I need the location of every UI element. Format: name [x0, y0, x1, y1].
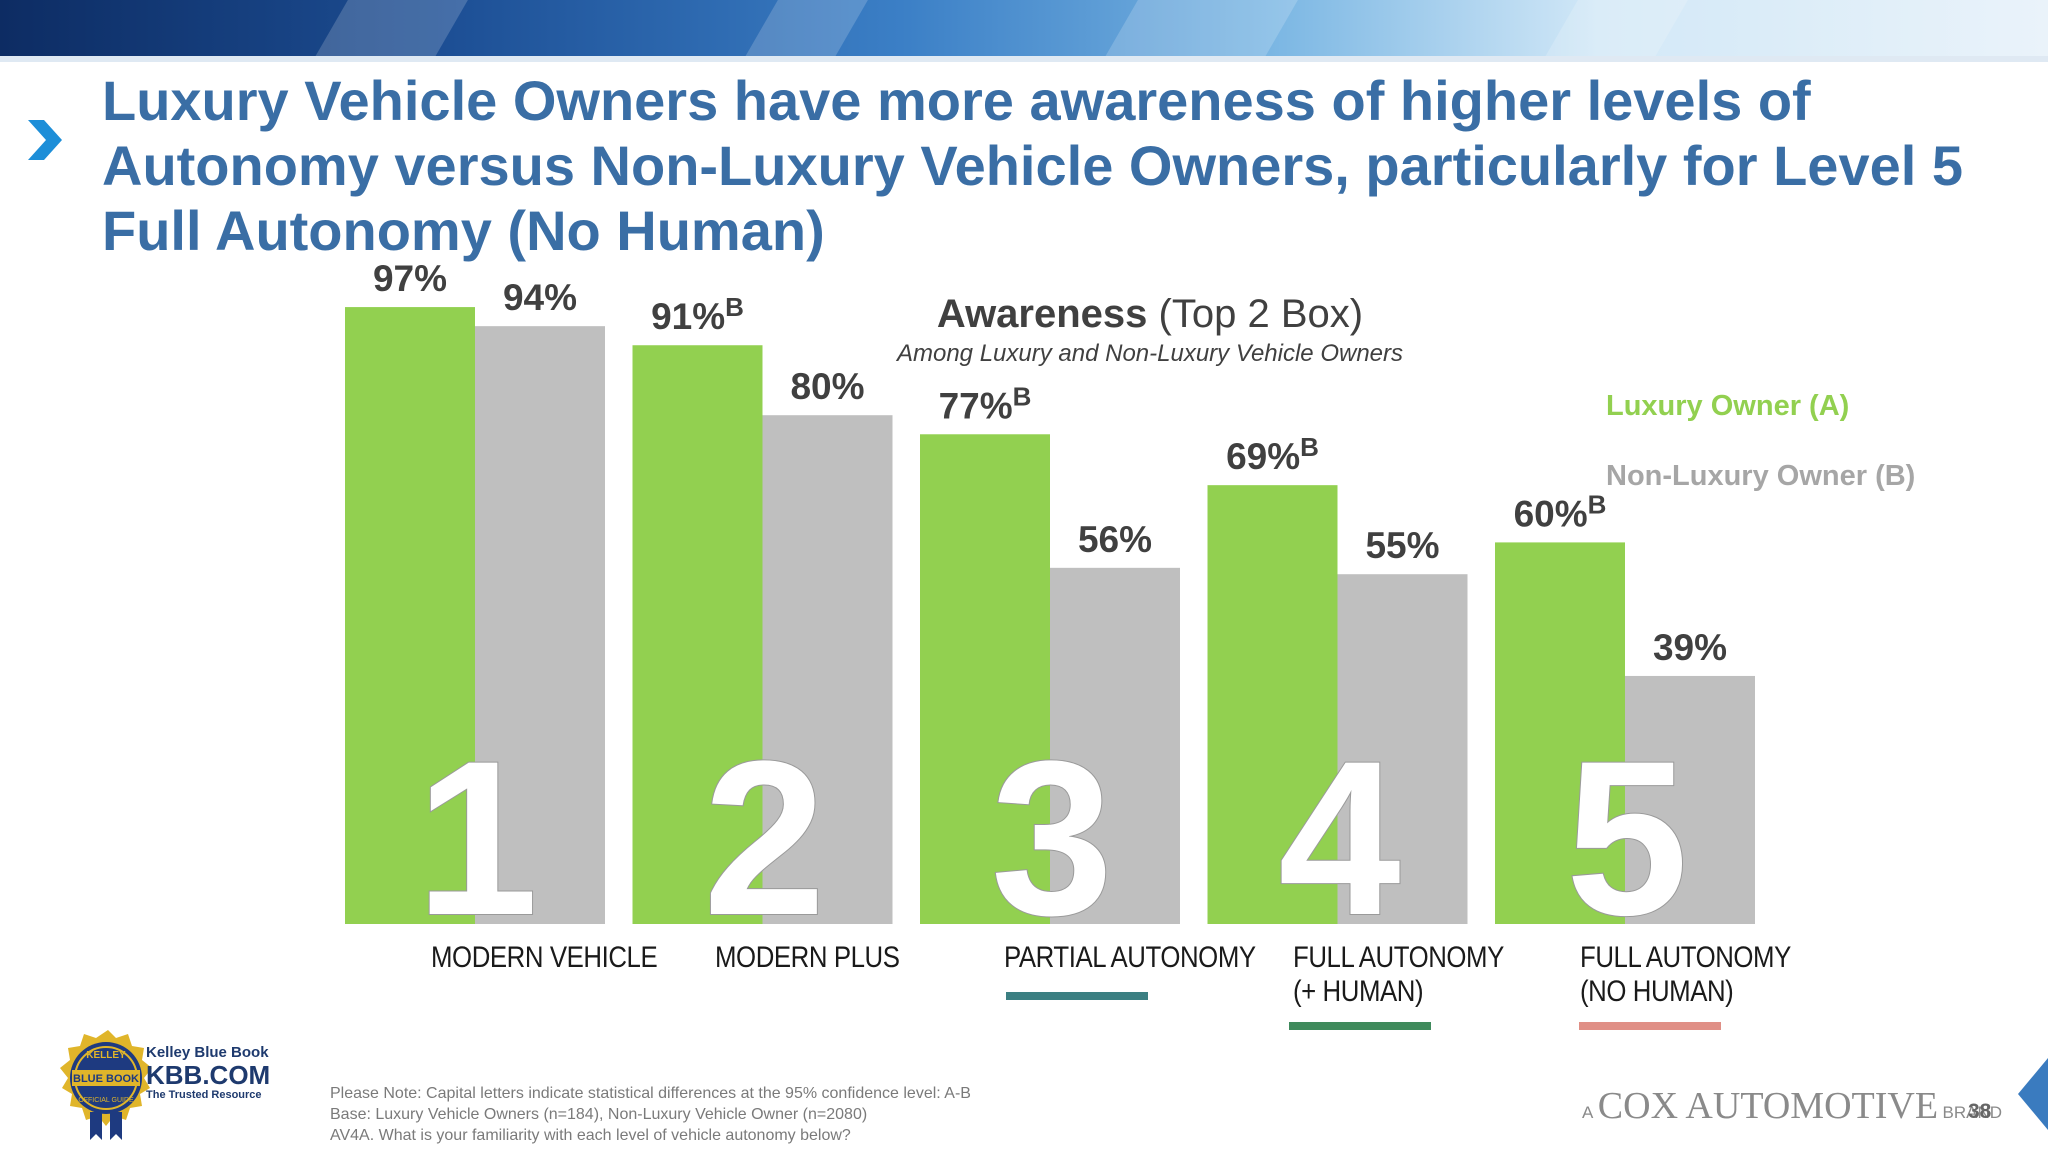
legend-luxury: Luxury Owner (A) [1606, 390, 1850, 422]
category-label-line: FULL AUTONOMY [1580, 941, 1791, 974]
bar-luxury [920, 434, 1050, 924]
data-label: 55% [1365, 525, 1439, 566]
kbb-line1: Kelley Blue Book [146, 1044, 269, 1061]
significance-letter: B [1588, 489, 1607, 519]
data-label: 69%B [1226, 432, 1319, 477]
level-number: 4 [1278, 715, 1400, 961]
data-label: 77%B [939, 381, 1032, 426]
banner-underline [0, 56, 2048, 62]
chart-title-bold: Awareness [936, 292, 1148, 336]
legend-nonluxury: Non-Luxury Owner (B) [1606, 460, 1916, 492]
badge-bottom-text: OFFICIAL GUIDE [78, 1097, 134, 1104]
bar-nonluxury [1625, 675, 1755, 924]
cox-a: A [1582, 1103, 1594, 1122]
data-label: 97% [373, 258, 447, 299]
category-label-line: (NO HUMAN) [1580, 975, 1734, 1008]
category-underline-full-human [1289, 1022, 1431, 1030]
category-label-line: (+ HUMAN) [1293, 975, 1424, 1008]
footnote-line: Base: Luxury Vehicle Owners (n=184), Non… [330, 1106, 868, 1123]
data-label: 94% [503, 277, 577, 318]
kbb-wordmark: Kelley Blue Book KBB.COM The Trusted Res… [146, 1044, 270, 1101]
category-label-modern-vehicle: MODERN VEHICLE [431, 941, 658, 974]
bar-luxury [1207, 485, 1338, 924]
level-number: 5 [1566, 715, 1688, 961]
bar-luxury [1495, 542, 1625, 924]
cox-brand: BRAND [1942, 1103, 2003, 1122]
significance-letter: B [1300, 432, 1319, 462]
corner-arrow-icon [2018, 1058, 2048, 1130]
footnote-line: AV4A. What is your familiarity with each… [330, 1127, 851, 1144]
chart-subtitle: Among Luxury and Non-Luxury Vehicle Owne… [896, 340, 1404, 367]
page-number: 38 [1968, 1100, 1992, 1123]
category-label-full-autonomy-human: FULL AUTONOMY (+ HUMAN) [1293, 941, 1504, 1009]
bar-luxury [632, 345, 763, 924]
category-label-modern-plus: MODERN PLUS [715, 941, 900, 974]
bar-nonluxury [1337, 574, 1468, 924]
bar-nonluxury [1050, 567, 1180, 924]
footnote: Please Note: Capital letters indicate st… [330, 1083, 971, 1146]
chevron-right-icon [28, 120, 62, 160]
category-label-line: FULL AUTONOMY [1293, 941, 1504, 974]
header-banner [0, 0, 2048, 62]
category-underline-full-no-human [1579, 1022, 1721, 1030]
chart-title-rest: (Top 2 Box) [1158, 292, 1364, 336]
level-number: 1 [416, 715, 538, 961]
category-label-full-autonomy-no-human: FULL AUTONOMY (NO HUMAN) [1580, 941, 1791, 1009]
kbb-line2: KBB.COM [146, 1060, 271, 1090]
category-underline-partial [1006, 992, 1148, 1000]
category-label-partial-autonomy: PARTIAL AUTONOMY [1004, 941, 1256, 974]
bar-nonluxury [475, 326, 605, 924]
badge-top-text: KELLEY [86, 1050, 126, 1061]
significance-letter: B [1013, 381, 1032, 411]
significance-letter: B [725, 292, 744, 322]
footnote-line: Please Note: Capital letters indicate st… [330, 1085, 971, 1102]
slide-title: Luxury Vehicle Owners have more awarenes… [102, 69, 1963, 262]
cox-automotive-logo: A COX AUTOMOTIVE BRAND [1582, 1084, 2002, 1128]
data-label: 60%B [1514, 489, 1607, 534]
data-label: 91%B [651, 292, 744, 337]
kbb-line3: The Trusted Resource [146, 1089, 262, 1101]
badge-mid-text: BLUE BOOK [73, 1073, 139, 1085]
cox-name: COX AUTOMOTIVE [1597, 1085, 1939, 1127]
level-number: 2 [703, 715, 825, 961]
level-number: 3 [991, 715, 1113, 961]
bar-luxury [345, 307, 475, 925]
bar-nonluxury [762, 415, 893, 924]
data-label: 80% [790, 366, 864, 407]
kbb-badge-icon: KELLEY BLUE BOOK OFFICIAL GUIDE [60, 1030, 152, 1140]
data-label: 39% [1653, 627, 1727, 668]
data-label: 56% [1078, 519, 1152, 560]
chart-title: Awareness (Top 2 Box) [780, 288, 1520, 340]
